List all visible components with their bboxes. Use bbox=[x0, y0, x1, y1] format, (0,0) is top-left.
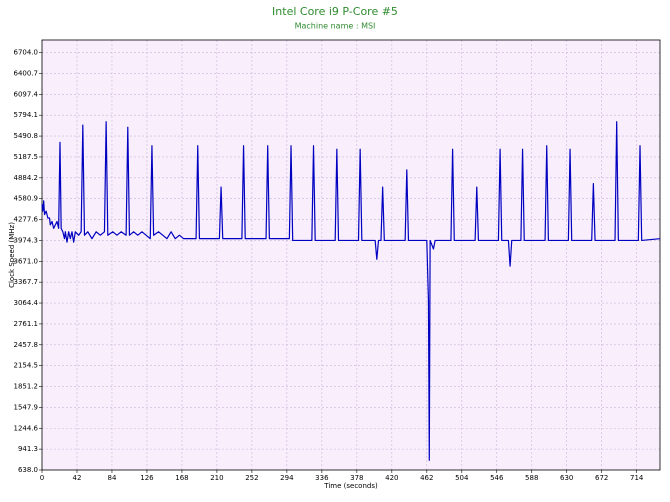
x-tick-label: 84 bbox=[108, 474, 117, 482]
plot-background bbox=[42, 40, 660, 470]
y-tick-label: 638.0 bbox=[18, 466, 38, 474]
y-tick-label: 4580.9 bbox=[14, 195, 39, 203]
y-tick-label: 5490.8 bbox=[14, 132, 39, 140]
y-tick-label: 6400.7 bbox=[14, 69, 39, 77]
x-tick-label: 588 bbox=[525, 474, 538, 482]
data-line bbox=[41, 121, 661, 461]
chart-title: Intel Core i9 P-Core #5 bbox=[272, 5, 398, 18]
y-tick-label: 3367.7 bbox=[14, 278, 39, 286]
y-tick-label: 3671.0 bbox=[14, 257, 39, 265]
y-tick-label: 5187.5 bbox=[14, 153, 39, 161]
y-tick-label: 3064.4 bbox=[14, 299, 39, 307]
x-tick-label: 672 bbox=[595, 474, 608, 482]
x-tick-label: 546 bbox=[490, 474, 504, 482]
x-tick-label: 294 bbox=[280, 474, 294, 482]
y-axis-label: Clock Speed (MHz) bbox=[8, 222, 16, 288]
x-tick-label: 336 bbox=[315, 474, 329, 482]
x-tick-label: 630 bbox=[560, 474, 573, 482]
y-tick-label: 1547.9 bbox=[14, 403, 39, 411]
x-tick-label: 378 bbox=[350, 474, 363, 482]
y-tick-label: 4884.2 bbox=[14, 174, 39, 182]
x-tick-label: 252 bbox=[245, 474, 258, 482]
y-tick-label: 6097.4 bbox=[14, 90, 39, 98]
x-tick-label: 714 bbox=[630, 474, 644, 482]
y-tick-label: 2457.8 bbox=[14, 341, 39, 349]
x-tick-label: 126 bbox=[140, 474, 154, 482]
plot-frame bbox=[41, 39, 661, 471]
x-tick-label: 462 bbox=[420, 474, 433, 482]
x-tick-label: 504 bbox=[455, 474, 469, 482]
x-tick-label: 42 bbox=[73, 474, 82, 482]
y-tick-label: 2154.5 bbox=[14, 362, 39, 370]
x-axis-label: Time (seconds) bbox=[323, 482, 378, 490]
chart-subtitle: Machine name : MSI bbox=[295, 22, 376, 31]
x-tick-label: 210 bbox=[210, 474, 223, 482]
y-tick-label: 2761.1 bbox=[14, 320, 39, 328]
y-tick-label: 941.3 bbox=[18, 445, 38, 453]
y-tick-label: 1244.6 bbox=[14, 424, 39, 432]
y-tick-label: 5794.1 bbox=[14, 111, 39, 119]
y-tick-label: 4277.6 bbox=[14, 216, 39, 224]
y-tick-label: 3974.3 bbox=[14, 236, 39, 244]
y-tick-label: 6704.0 bbox=[14, 49, 39, 57]
y-tick-label: 1851.2 bbox=[14, 383, 39, 391]
x-tick-label: 168 bbox=[175, 474, 188, 482]
x-tick-label: 420 bbox=[385, 474, 398, 482]
x-tick-label: 0 bbox=[40, 474, 44, 482]
